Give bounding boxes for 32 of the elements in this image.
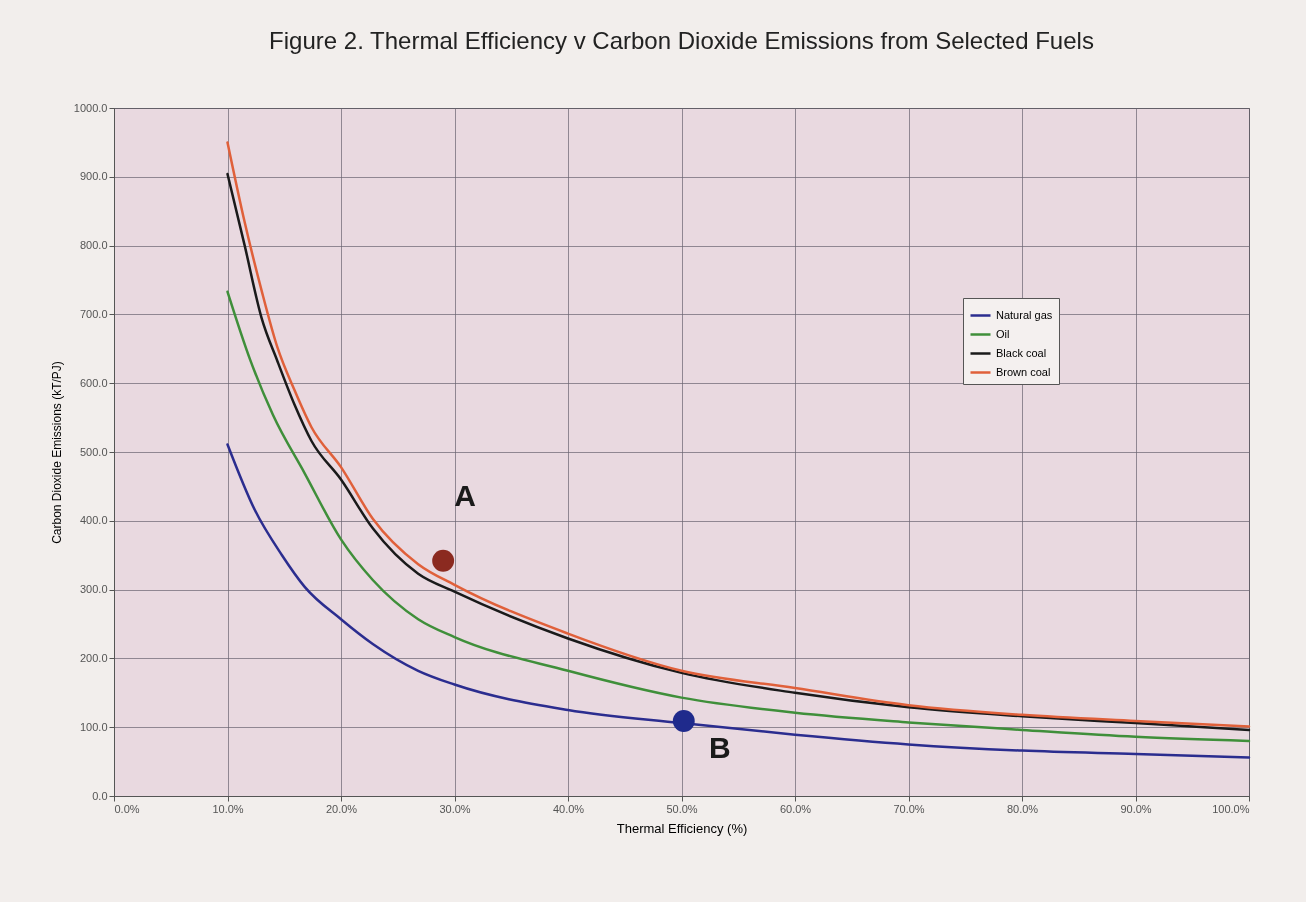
- x-tick-label: 90.0%: [1120, 802, 1152, 815]
- x-tick-label: 10.0%: [212, 802, 244, 815]
- y-tick-label: 300.0: [79, 583, 108, 596]
- legend-label: Brown coal: [996, 365, 1051, 378]
- y-tick-label: 500.0: [79, 445, 108, 458]
- y-tick-label: 700.0: [79, 307, 108, 320]
- y-tick-label: 600.0: [79, 376, 108, 389]
- annotation: A: [454, 478, 476, 512]
- y-tick-label: 0.0: [92, 789, 108, 802]
- x-tick-label: 50.0%: [666, 802, 698, 815]
- y-tick-label: 1000.0: [73, 101, 108, 114]
- legend-label: Black coal: [996, 346, 1047, 359]
- y-axis-title: Carbon Dioxide Emissions (kT/PJ): [49, 361, 64, 544]
- y-tick-label: 200.0: [79, 651, 108, 664]
- x-tick-label: 40.0%: [552, 802, 585, 815]
- chart-title: Figure 2. Thermal Efficiency v Carbon Dioxide Emissions from Selected Fuels: [269, 27, 1094, 54]
- y-tick-label: 800.0: [79, 239, 108, 252]
- x-tick-label: 0.0%: [114, 802, 140, 815]
- x-tick-label: 60.0%: [779, 802, 812, 815]
- x-tick-label: 80.0%: [1006, 802, 1039, 815]
- x-tick-label: 100.0%: [1212, 802, 1250, 815]
- x-axis-title: Thermal Efficiency (%): [616, 820, 748, 836]
- x-tick-label: 20.0%: [325, 802, 358, 815]
- line-series: [226, 443, 1251, 759]
- y-tick-label: 900.0: [79, 170, 108, 183]
- x-tick-label: 30.0%: [439, 802, 471, 815]
- y-tick-label: 100.0: [79, 720, 108, 733]
- x-tick-label: 70.0%: [893, 802, 925, 815]
- y-tick-label: 400.0: [79, 514, 108, 527]
- legend-label: Natural gas: [996, 308, 1053, 321]
- legend-label: Oil: [996, 327, 1010, 340]
- annotation: B: [708, 731, 731, 765]
